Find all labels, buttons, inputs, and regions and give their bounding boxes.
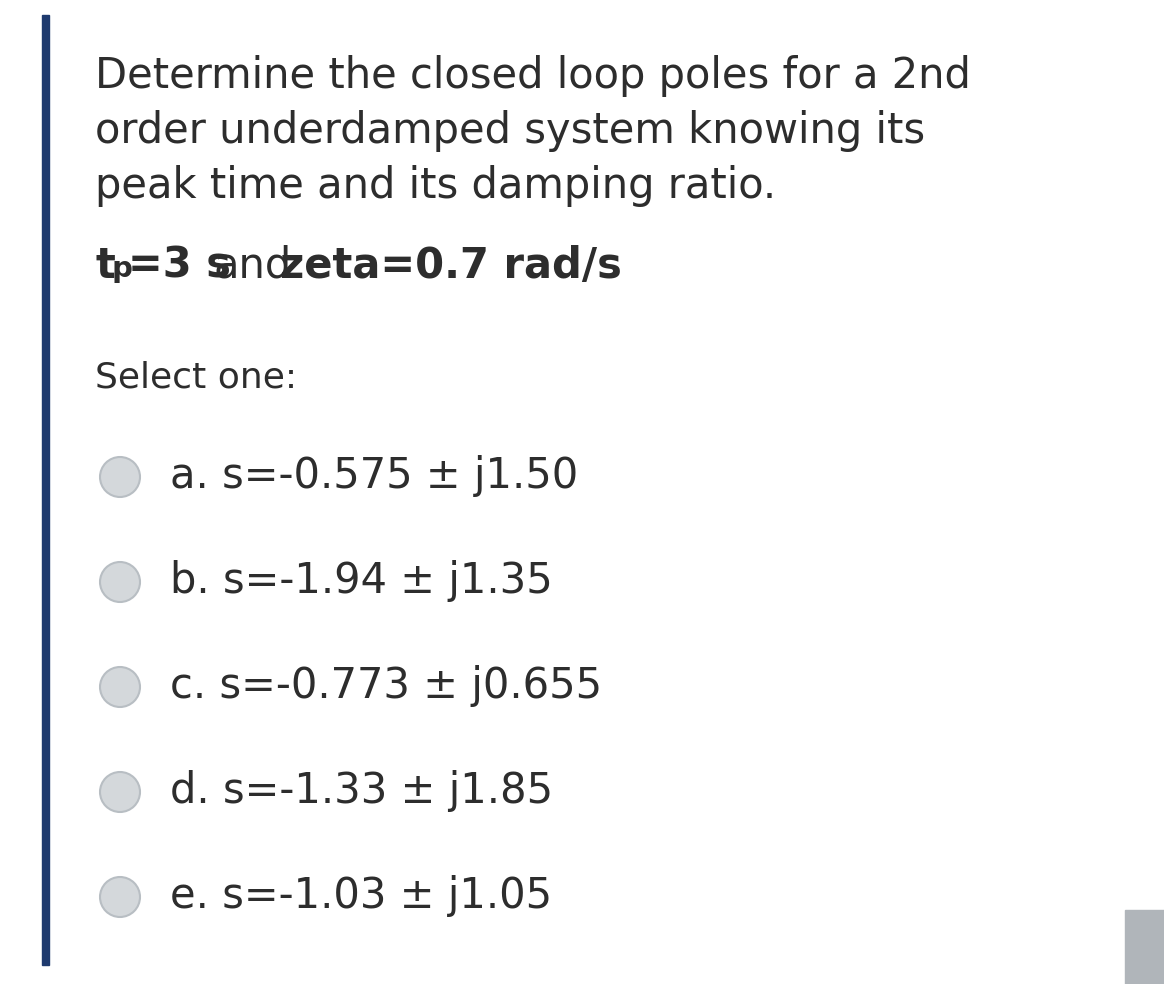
Text: e. s=-1.03 ± j1.05: e. s=-1.03 ± j1.05 bbox=[170, 875, 552, 917]
Text: Select one:: Select one: bbox=[95, 360, 297, 394]
Circle shape bbox=[100, 457, 140, 497]
Circle shape bbox=[100, 877, 140, 917]
Text: a. s=-0.575 ± j1.50: a. s=-0.575 ± j1.50 bbox=[170, 455, 579, 497]
Bar bbox=[1124, 910, 1164, 984]
Bar bbox=[42, 15, 49, 965]
Text: order underdamped system knowing its: order underdamped system knowing its bbox=[95, 110, 925, 152]
Text: =3 s: =3 s bbox=[128, 245, 230, 287]
Circle shape bbox=[100, 667, 140, 707]
Circle shape bbox=[100, 772, 140, 812]
Circle shape bbox=[100, 562, 140, 602]
Text: b. s=-1.94 ± j1.35: b. s=-1.94 ± j1.35 bbox=[170, 560, 553, 602]
Text: d. s=-1.33 ± j1.85: d. s=-1.33 ± j1.85 bbox=[170, 770, 553, 812]
Text: Determine the closed loop poles for a 2nd: Determine the closed loop poles for a 2n… bbox=[95, 55, 971, 97]
Text: peak time and its damping ratio.: peak time and its damping ratio. bbox=[95, 165, 776, 207]
Text: p: p bbox=[112, 255, 133, 283]
Text: zeta=0.7 rad/s: zeta=0.7 rad/s bbox=[281, 245, 622, 287]
Text: c. s=-0.773 ± j0.655: c. s=-0.773 ± j0.655 bbox=[170, 665, 602, 707]
Text: t: t bbox=[95, 245, 115, 287]
Text: and: and bbox=[213, 245, 291, 287]
